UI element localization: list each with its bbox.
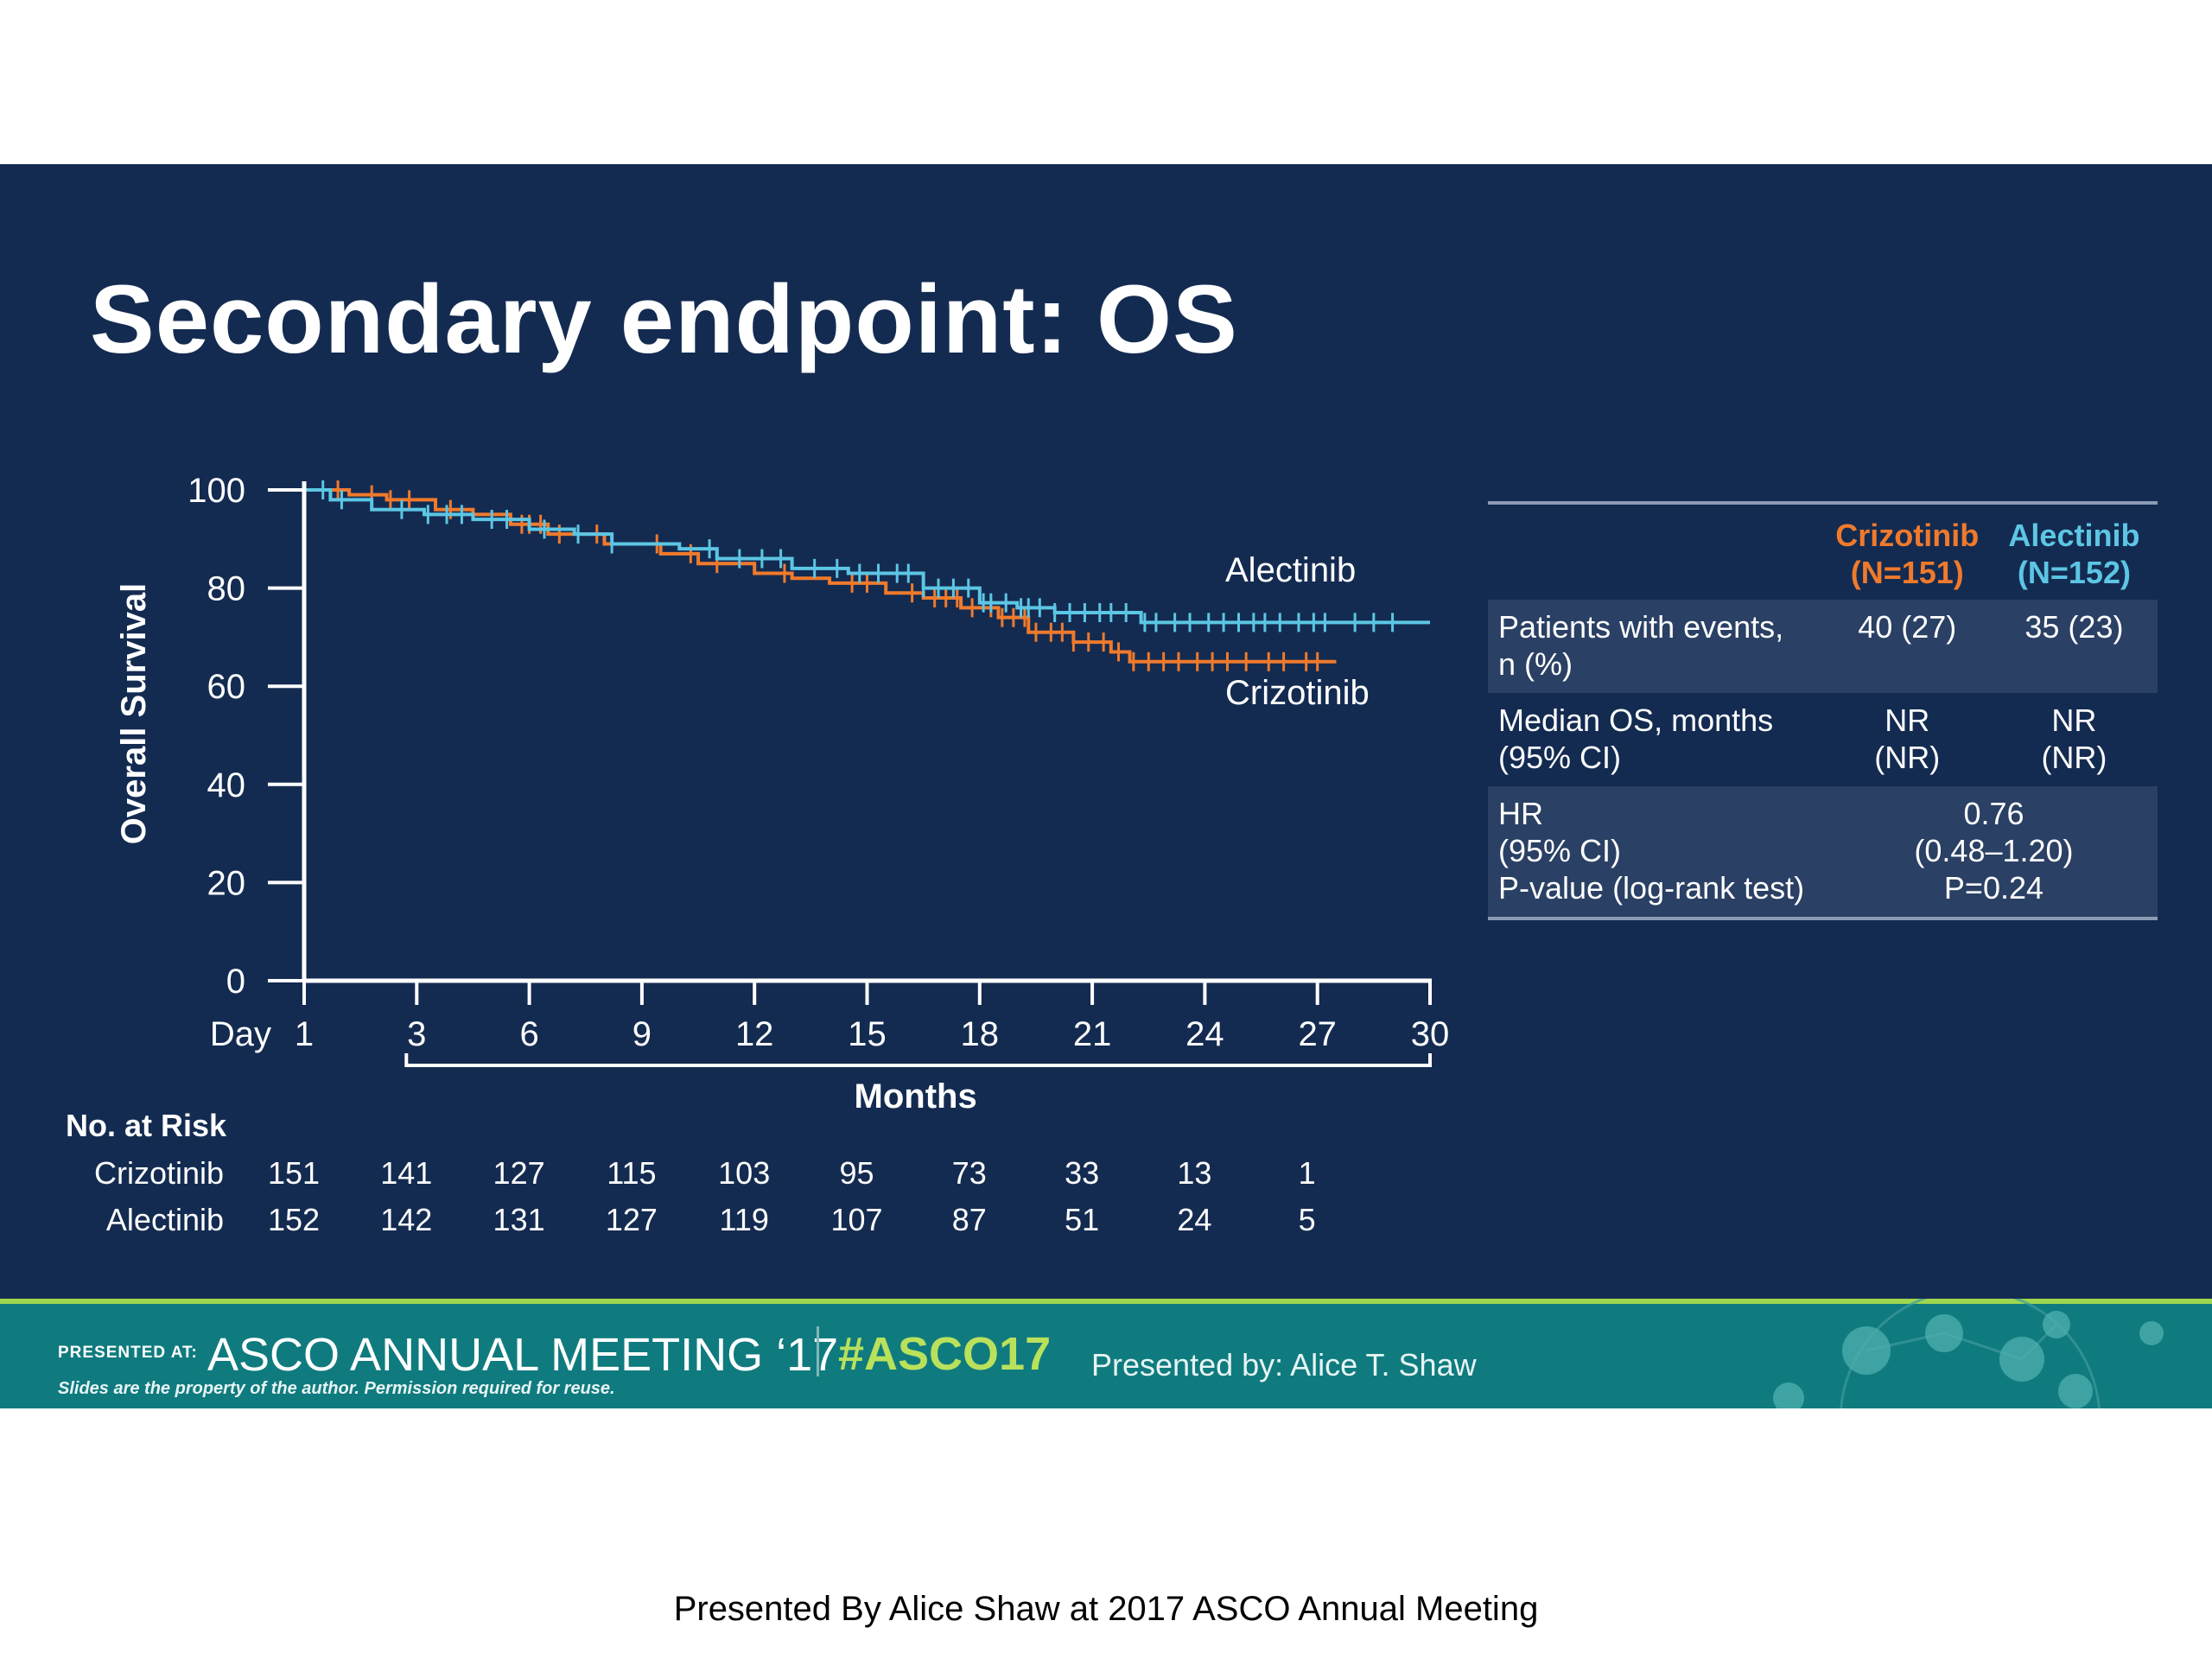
hr-value: 0.76 bbox=[1963, 796, 2024, 831]
hashtag: #ASCO17 bbox=[838, 1328, 1052, 1380]
table-top-rule bbox=[1488, 501, 2158, 505]
page-caption: Presented By Alice Shaw at 2017 ASCO Ann… bbox=[673, 1590, 1539, 1628]
footer-divider bbox=[817, 1326, 819, 1376]
at-risk-crizotinib-value: 1 bbox=[1299, 1155, 1316, 1191]
row-events-crizotinib: 40 (27) bbox=[1858, 609, 1957, 645]
row-label-line: Patients with events, bbox=[1498, 609, 1784, 645]
cell-line: (NR) bbox=[2041, 740, 2107, 775]
cell-line: (NR) bbox=[1874, 740, 1941, 775]
at-risk-title: No. at Risk bbox=[66, 1108, 227, 1143]
at-risk-alectinib-value: 5 bbox=[1299, 1202, 1316, 1237]
at-risk-crizotinib-value: 73 bbox=[952, 1155, 987, 1191]
y-tick-label: 20 bbox=[207, 864, 246, 902]
table-header-alectinib: Alectinib (N=152) bbox=[1991, 517, 2158, 591]
row-hr-label: HR (95% CI) P-value (log-rank test) bbox=[1488, 795, 1830, 906]
at-risk-alectinib-value: 24 bbox=[1177, 1202, 1211, 1237]
row-median-label: Median OS, months (95% CI) bbox=[1488, 702, 1824, 776]
table-row-hr: HR (95% CI) P-value (log-rank test) 0.76… bbox=[1488, 786, 2158, 917]
crizotinib-label: Crizotinib bbox=[1225, 674, 1370, 712]
row-label-line: P-value (log-rank test) bbox=[1498, 870, 1805, 906]
table-header-crizotinib: Crizotinib (N=151) bbox=[1824, 517, 1991, 591]
x-tick-label: 6 bbox=[519, 1015, 538, 1053]
x-axis-title: Months bbox=[855, 1077, 977, 1116]
x-day-label: Day bbox=[210, 1015, 271, 1053]
hr-pvalue: P=0.24 bbox=[1943, 870, 2044, 906]
x-tick-label: 21 bbox=[1073, 1015, 1112, 1053]
network-graphic bbox=[1773, 1299, 2164, 1408]
at-risk-crizotinib-value: 141 bbox=[380, 1155, 432, 1191]
header-alectinib-n: (N=152) bbox=[2017, 555, 2131, 590]
at-risk-crizotinib-value: 151 bbox=[268, 1155, 320, 1191]
row-label-line: Median OS, months bbox=[1498, 702, 1774, 738]
x-tick-label: 18 bbox=[961, 1015, 1000, 1053]
row-hr-values: 0.76 (0.48–1.20) P=0.24 bbox=[1830, 795, 2158, 906]
slide-title: Secondary endpoint: OS bbox=[90, 265, 1238, 373]
row-median-alectinib: NR (NR) bbox=[1991, 702, 2158, 776]
row-events-label: Patients with events, n (%) bbox=[1488, 608, 1824, 683]
cell-line: NR bbox=[1885, 702, 1930, 738]
at-risk-crizotinib-value: 13 bbox=[1177, 1155, 1211, 1191]
presented-at-label: PRESENTED AT: bbox=[58, 1344, 198, 1362]
alectinib-label: Alectinib bbox=[1225, 551, 1356, 589]
table-row-median-os: Median OS, months (95% CI) NR (NR) NR (N… bbox=[1488, 693, 2158, 786]
presented-by: Presented by: Alice T. Shaw bbox=[1091, 1347, 1477, 1382]
x-tick-label: 24 bbox=[1185, 1015, 1224, 1053]
months-bracket bbox=[404, 1053, 1432, 1067]
at-risk-crizotinib-value: 115 bbox=[607, 1155, 656, 1191]
y-tick-label: 40 bbox=[207, 766, 246, 804]
at-risk-alectinib-value: 131 bbox=[493, 1202, 545, 1237]
footer-band: PRESENTED AT: ASCO ANNUAL MEETING ‘17 #A… bbox=[0, 1299, 2212, 1408]
table-row-events: Patients with events, n (%) 40 (27) 35 (… bbox=[1488, 600, 2158, 693]
at-risk-alectinib-value: 87 bbox=[952, 1202, 987, 1237]
x-tick-label: 1 bbox=[295, 1015, 314, 1053]
x-tick-label: 27 bbox=[1298, 1015, 1337, 1053]
meeting-name: ASCO ANNUAL MEETING ‘17 bbox=[207, 1329, 839, 1381]
y-tick-label: 100 bbox=[188, 472, 245, 510]
at-risk-crizotinib-value: 95 bbox=[839, 1155, 874, 1191]
table-bottom-rule bbox=[1488, 917, 2158, 920]
at-risk-alectinib-value: 119 bbox=[719, 1202, 768, 1237]
at-risk-alectinib-name: Alectinib bbox=[106, 1202, 224, 1237]
x-tick-label: 3 bbox=[407, 1015, 426, 1053]
y-tick-label: 80 bbox=[207, 570, 246, 608]
header-crizotinib-name: Crizotinib bbox=[1835, 518, 1980, 553]
row-label-line: n (%) bbox=[1498, 646, 1573, 682]
at-risk-alectinib-value: 107 bbox=[830, 1202, 882, 1237]
x-tick-label: 12 bbox=[735, 1015, 774, 1053]
y-tick-label: 60 bbox=[207, 668, 246, 706]
cell-line: NR bbox=[2051, 702, 2097, 738]
at-risk-crizotinib-value: 103 bbox=[718, 1155, 770, 1191]
at-risk-alectinib-value: 127 bbox=[606, 1202, 658, 1237]
x-tick-label: 9 bbox=[632, 1015, 652, 1053]
row-label-line: (95% CI) bbox=[1498, 740, 1622, 775]
at-risk-alectinib-value: 152 bbox=[268, 1202, 320, 1237]
at-risk-crizotinib-value: 127 bbox=[493, 1155, 545, 1191]
at-risk-crizotinib-value: 33 bbox=[1065, 1155, 1099, 1191]
y-tick-label: 0 bbox=[226, 963, 245, 1001]
at-risk-alectinib-value: 51 bbox=[1065, 1202, 1099, 1237]
hr-ci: (0.48–1.20) bbox=[1914, 833, 2074, 868]
row-events-alectinib: 35 (23) bbox=[2024, 609, 2124, 645]
row-label-line: (95% CI) bbox=[1498, 833, 1622, 868]
footer-accent-line bbox=[0, 1299, 2212, 1304]
row-label-line: HR bbox=[1498, 796, 1543, 831]
at-risk-crizotinib-name: Crizotinib bbox=[94, 1155, 224, 1191]
disclaimer: Slides are the property of the author. P… bbox=[58, 1379, 615, 1398]
at-risk-alectinib-value: 142 bbox=[380, 1202, 432, 1237]
row-median-crizotinib: NR (NR) bbox=[1824, 702, 1991, 776]
x-tick-label: 15 bbox=[848, 1015, 887, 1053]
y-axis-title: Overall Survival bbox=[115, 583, 153, 844]
summary-table: Crizotinib (N=151) Alectinib (N=152) Pat… bbox=[1488, 501, 2158, 920]
table-header-row: Crizotinib (N=151) Alectinib (N=152) bbox=[1488, 505, 2158, 600]
header-alectinib-name: Alectinib bbox=[2008, 518, 2140, 553]
x-tick-label: 30 bbox=[1411, 1015, 1450, 1053]
slide: Secondary endpoint: OS 0 20 40 60 80 100 1 3 6 9 1… bbox=[0, 164, 2212, 1408]
header-crizotinib-n: (N=151) bbox=[1850, 555, 1964, 590]
